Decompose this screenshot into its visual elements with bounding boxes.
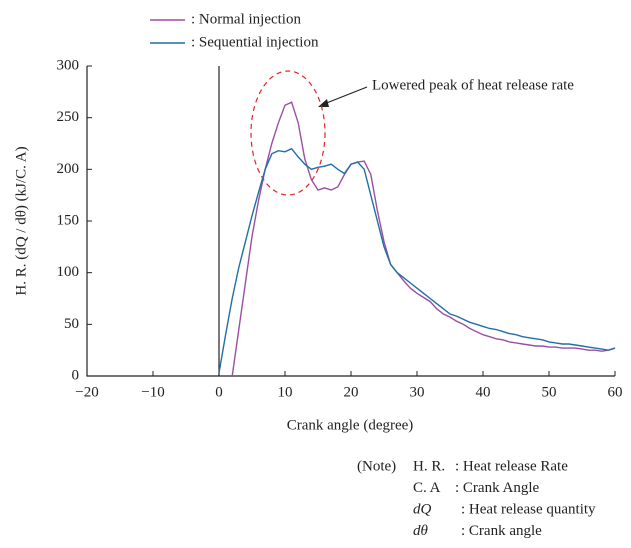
y-tick-label: 250	[57, 109, 80, 125]
x-tick-label: 30	[410, 384, 425, 400]
peak-ellipse	[250, 70, 326, 196]
note-definition: : Crank angle	[461, 523, 542, 539]
note-term: dQ	[413, 501, 432, 517]
y-tick-label: 150	[57, 212, 80, 228]
x-tick-label: −10	[141, 384, 164, 400]
y-tick-label: 50	[64, 316, 79, 332]
series-line	[218, 147, 616, 374]
arrow-head	[318, 99, 329, 107]
x-tick-label: 50	[542, 384, 557, 400]
notes-label: (Note)	[357, 458, 396, 474]
x-tick-label: 20	[344, 384, 359, 400]
x-tick-label: 60	[608, 384, 623, 400]
note-term: H. R.	[413, 458, 445, 474]
annotation-arrow	[323, 86, 368, 105]
x-tick-label: 40	[476, 384, 491, 400]
note-term: C. A	[413, 480, 441, 496]
note-definition: : Crank Angle	[455, 480, 539, 496]
note-term: dθ	[413, 523, 429, 539]
y-tick-label: 0	[72, 367, 80, 383]
y-tick-label: 200	[57, 161, 80, 177]
x-tick-label: −20	[75, 384, 98, 400]
legend-label: : Sequential injection	[191, 34, 319, 50]
note-definition: : Heat release Rate	[455, 458, 568, 474]
y-axis-label: H. R. (dQ / dθ) (kJ/C. A)	[13, 146, 29, 295]
axis-frame	[86, 66, 615, 377]
x-tick-label: 0	[215, 384, 223, 400]
y-tick-label: 100	[57, 264, 80, 280]
series-line	[231, 101, 616, 377]
x-tick-label: 10	[278, 384, 293, 400]
y-tick-label: 300	[57, 57, 80, 73]
legend-label: : Normal injection	[191, 11, 301, 27]
note-definition: : Heat release quantity	[461, 501, 596, 517]
annotation: Lowered peak of heat release rate	[372, 77, 574, 93]
x-axis-label: Crank angle (degree)	[287, 417, 414, 433]
